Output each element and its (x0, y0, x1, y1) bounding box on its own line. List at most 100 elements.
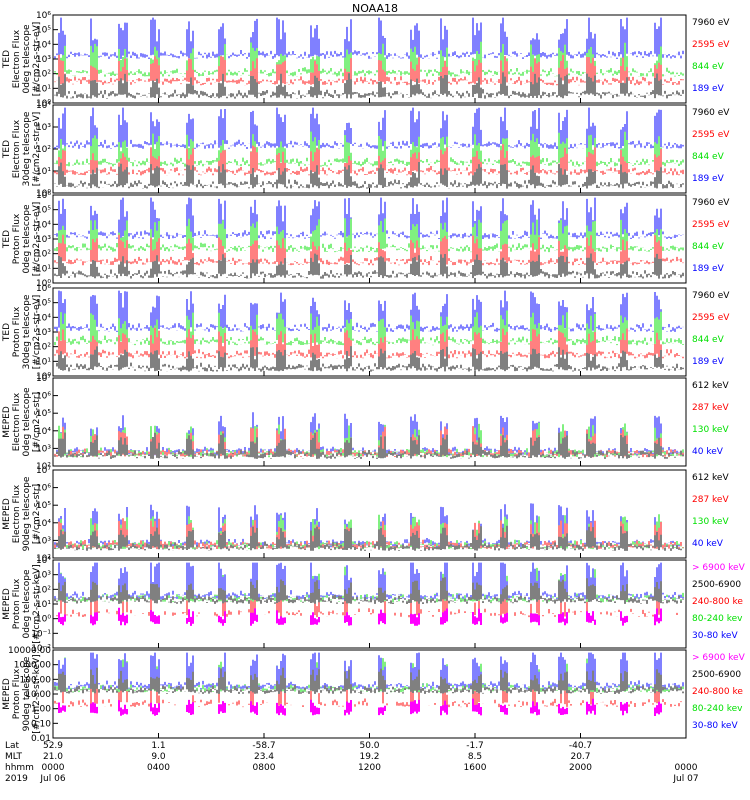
trace-red (54, 144, 684, 176)
y-tick-label: 10⁴ (36, 40, 51, 50)
y-axis-label-line: 0deg telescope (22, 24, 32, 94)
trace-black (54, 667, 684, 694)
y-axis-label-line: MEPED (2, 588, 12, 620)
y-axis-label-line: MEPED (2, 678, 12, 710)
y-tick-label: 1000.00 (14, 661, 51, 671)
y-tick-label: 10⁴ (36, 427, 51, 437)
y-axis-label-line: Electron Flux (12, 392, 22, 451)
y-tick-label: 10³ (36, 235, 51, 245)
y-tick-label: 10⁶ (36, 392, 51, 402)
y-tick-label: 10³ (36, 571, 51, 581)
y-tick-label: 10⁵ (36, 299, 51, 309)
trace-black (54, 525, 684, 551)
y-tick-label: 10³ (36, 328, 51, 338)
y-tick-label: 0.01 (31, 734, 51, 744)
y-tick-label: 10⁴ (36, 101, 51, 111)
legend-entry: 40 keV (692, 539, 724, 549)
y-axis-label: MEPEDElectron Flux0deg telescope[#/cm2-s… (2, 387, 42, 457)
x-tick-lat: 1.1 (151, 741, 165, 751)
y-tick-label: 10³ (36, 444, 51, 454)
y-axis-label-line: [#/cm2-s-str-eV] (32, 295, 42, 370)
y-axis-label-line: [#/cm2-s-str-eV] (32, 112, 42, 187)
panel-5: 10² 10³ 10⁴ 10⁵ 10⁶ 10⁷ MEPEDElectron Flux0deg… (2, 374, 729, 472)
x-tick-lat: -40.7 (569, 741, 592, 751)
trace-magenta (58, 607, 662, 626)
legend-entry: 130 keV (692, 425, 729, 435)
y-axis-label-line: Proton Flux (12, 306, 22, 357)
legend-entry: 2500-6900 (692, 580, 741, 590)
x-tick-mlt: 8.5 (468, 752, 482, 762)
trace-blue (54, 107, 684, 149)
trace-magenta (58, 698, 662, 716)
y-axis-label: TEDProton Flux30deg telescope[#/cm2-s-st… (2, 294, 42, 369)
legend-entry: 130 keV (692, 517, 729, 527)
y-tick-label: 10⁰ (36, 615, 51, 625)
trace-black (54, 72, 684, 99)
y-tick-label: 10² (36, 343, 51, 353)
y-axis-label-line: TED (2, 230, 12, 249)
legend-entry: 2595 eV (692, 40, 730, 50)
y-tick-label: 10⁻¹ (31, 629, 51, 639)
legend-entry: 7960 eV (692, 108, 730, 118)
x-row-label: 2019 (5, 774, 28, 784)
legend-entry: 189 eV (692, 264, 725, 274)
legend-entry: 2595 eV (692, 313, 730, 323)
y-axis-label-line: 90deg telescope (22, 476, 32, 551)
x-tick-mlt: 19.2 (359, 752, 379, 762)
y-tick-label: 10⁵ (36, 501, 51, 511)
legend-entry: 287 keV (692, 495, 729, 505)
y-tick-label: 10³ (36, 123, 51, 133)
y-axis-label-line: Electron Flux (12, 119, 22, 178)
chart-title: NOAA18 (352, 2, 398, 15)
plot-frame (52, 559, 687, 649)
y-tick-label: 10² (36, 145, 51, 155)
legend-entry: 844 eV (692, 152, 725, 162)
x-tick-mlt: 20.7 (570, 752, 590, 762)
y-tick-label: 10¹ (36, 357, 51, 367)
x-tick-hhmm: 0000 (675, 763, 698, 773)
x-tick-lat: -58.7 (252, 741, 275, 751)
y-tick-label: 10¹ (36, 264, 51, 274)
x-tick-mlt: 21.0 (43, 752, 63, 762)
x-tick-date: Jul 06 (39, 774, 65, 784)
x-tick-date: Jul 07 (672, 774, 698, 784)
y-axis-label-line: [#/cm2-s-str] (32, 484, 42, 544)
y-tick-label: 10⁴ (36, 519, 51, 529)
y-tick-label: 10⁴ (36, 220, 51, 230)
legend-entry: 612 keV (692, 473, 729, 483)
y-axis-label-line: Electron Flux (12, 484, 22, 543)
legend-entry: 7960 eV (692, 18, 730, 28)
y-tick-label: 10¹ (36, 84, 51, 94)
trace-blue (54, 290, 684, 332)
panels: 10⁰ 10¹ 10² 10³ 10⁴ 10⁵ 10⁶ TED Electron Flux 0de… (2, 11, 746, 744)
y-tick-label: 10⁷ (36, 374, 51, 384)
x-tick-lat: 50.0 (359, 741, 379, 751)
y-tick-label: 10² (36, 70, 51, 80)
legend-entry: 240-800 ke (692, 597, 743, 607)
panel-8: 0.010.101.0010.00100.001000.0010000.00ME… (2, 646, 746, 744)
y-axis-label-line: 30deg telescope (22, 294, 32, 369)
y-tick-label: 10⁰ (36, 372, 51, 382)
x-row-label: Lat (5, 741, 20, 751)
y-tick-label: 10⁵ (36, 206, 51, 216)
x-tick-hhmm: 0800 (253, 763, 276, 773)
y-axis-label-line: Proton Flux (12, 213, 22, 264)
y-tick-label: 10⁵ (36, 409, 51, 419)
y-axis-label-line: Proton Flux (12, 578, 22, 629)
y-axis-label-line: [#/cm2-s-str-eV] (32, 22, 42, 97)
trace-green (54, 131, 684, 167)
legend-entry: 40 keV (692, 447, 724, 457)
x-tick-lat: -1.7 (466, 741, 484, 751)
trace-black (54, 432, 684, 459)
y-axis-label-line: [#/cm2-s-str-keV] (32, 564, 42, 643)
y-axis-label-line: TED (2, 323, 12, 342)
legend-entry: 189 eV (692, 84, 725, 94)
y-axis-label-line: MEPED (2, 498, 12, 530)
x-tick-hhmm: 1200 (358, 763, 381, 773)
trace-red (54, 327, 684, 359)
legend-entry: 844 eV (692, 242, 725, 252)
